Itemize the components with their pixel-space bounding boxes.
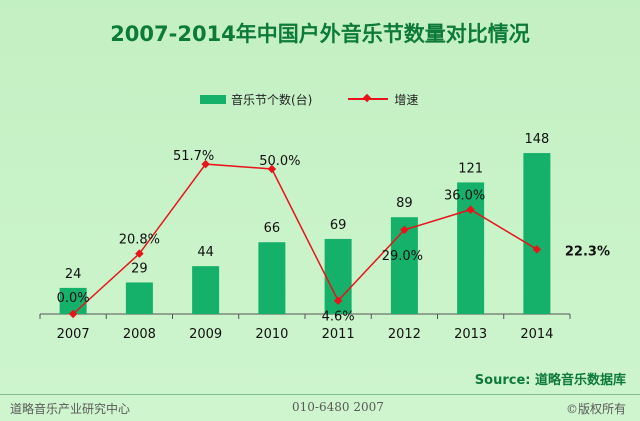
footer-divider xyxy=(0,394,640,395)
x-tick-label: 2012 xyxy=(388,327,421,342)
growth-value-label: 20.8% xyxy=(119,233,160,248)
bar-2007 xyxy=(59,287,87,314)
x-tick-label: 2007 xyxy=(57,327,90,342)
bar-value-label: 121 xyxy=(458,161,483,176)
growth-value-label: 50.0% xyxy=(259,154,300,169)
bar-2010 xyxy=(258,242,286,314)
bar-value-label: 89 xyxy=(396,196,413,211)
source-note: Source: 道略音乐数据库 xyxy=(474,373,626,388)
growth-line xyxy=(72,163,538,315)
growth-marker xyxy=(400,225,409,235)
growth-value-label: 36.0% xyxy=(444,189,485,204)
legend-item-bars: 音乐节个数(台) xyxy=(200,91,312,108)
growth-value-label: 4.6% xyxy=(322,310,355,325)
growth-marker xyxy=(135,249,144,258)
bar-2013 xyxy=(457,182,485,314)
bar-value-label: 66 xyxy=(264,221,281,236)
x-tick-label: 2008 xyxy=(123,327,156,342)
chart-title: 2007-2014年中国户外音乐节数量对比情况 xyxy=(110,22,530,46)
legend-line-swatch xyxy=(348,94,389,104)
footer: 道略音乐产业研究中心 010-6480 2007 ©版权所有 xyxy=(0,398,640,418)
bar-2014 xyxy=(523,153,551,314)
growth-value-label: 51.7% xyxy=(173,149,214,164)
legend-item-line: 增速 xyxy=(348,91,418,108)
growth-value-label: 22.3% xyxy=(565,244,610,259)
bar-value-label: 24 xyxy=(65,267,82,282)
bar-value-label: 44 xyxy=(197,245,214,260)
x-tick-label: 2011 xyxy=(322,327,355,342)
x-tick-label: 2010 xyxy=(255,327,288,342)
bar-2009 xyxy=(192,266,220,314)
bar-value-label: 148 xyxy=(524,132,549,147)
x-tick-label: 2009 xyxy=(189,327,222,342)
x-tick-label: 2013 xyxy=(454,327,487,342)
growth-marker xyxy=(466,205,475,214)
footer-organization: 道略音乐产业研究中心 xyxy=(10,402,131,416)
growth-value-label: 0.0% xyxy=(57,291,90,306)
legend-line-label: 增速 xyxy=(394,92,419,107)
footer-phone: 010-6480 2007 xyxy=(292,400,384,414)
growth-marker xyxy=(267,164,277,174)
growth-marker xyxy=(201,159,210,169)
footer-copyright: ©版权所有 xyxy=(565,402,626,416)
legend-bar-label: 音乐节个数(台) xyxy=(231,92,313,107)
legend-bar-swatch xyxy=(200,94,226,104)
bar-value-label: 69 xyxy=(330,218,347,233)
chart-legend: 音乐节个数(台) 增速 xyxy=(200,90,454,108)
growth-marker xyxy=(333,296,343,305)
growth-marker xyxy=(68,309,78,319)
x-tick-label: 2014 xyxy=(520,327,553,342)
bar-2008 xyxy=(125,282,153,314)
growth-value-label: 29.0% xyxy=(382,249,423,264)
bar-value-label: 29 xyxy=(131,261,148,276)
